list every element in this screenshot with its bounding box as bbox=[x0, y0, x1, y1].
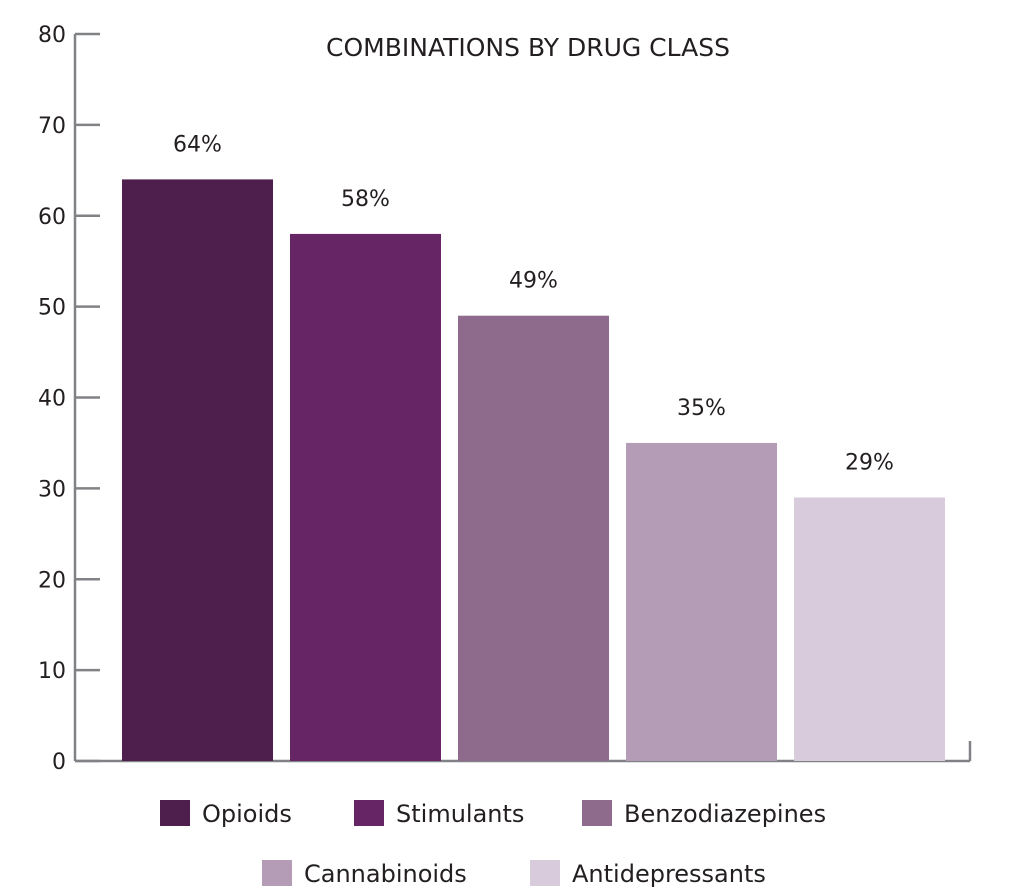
y-tick-label: 40 bbox=[38, 387, 66, 412]
legend-swatch bbox=[160, 800, 190, 826]
y-tick-label: 0 bbox=[52, 750, 66, 775]
data-label: 64% bbox=[173, 132, 222, 157]
bar-opioids bbox=[122, 179, 273, 761]
y-tick-label: 10 bbox=[38, 659, 66, 684]
y-tick-label: 80 bbox=[38, 23, 66, 48]
y-tick-label: 30 bbox=[38, 477, 66, 502]
y-tick-label: 70 bbox=[38, 114, 66, 139]
data-label: 29% bbox=[845, 450, 894, 475]
data-label: 49% bbox=[509, 269, 558, 294]
bar-benzodiazepines bbox=[458, 315, 609, 761]
bar-cannabinoids bbox=[626, 442, 777, 761]
bar-stimulants bbox=[290, 233, 441, 762]
y-tick-label: 60 bbox=[38, 205, 66, 230]
legend-swatch bbox=[582, 800, 612, 826]
legend-swatch bbox=[530, 860, 560, 886]
legend-label: Antidepressants bbox=[572, 860, 766, 888]
legend-swatch bbox=[354, 800, 384, 826]
legend-label: Opioids bbox=[202, 800, 292, 828]
chart-title: COMBINATIONS BY DRUG CLASS bbox=[326, 33, 730, 62]
y-tick-label: 50 bbox=[38, 296, 66, 321]
legend-label: Stimulants bbox=[396, 800, 524, 828]
legend-label: Benzodiazepines bbox=[624, 800, 826, 828]
data-label: 35% bbox=[677, 396, 726, 421]
legend-swatch bbox=[262, 860, 292, 886]
bar-antidepressants bbox=[794, 497, 945, 761]
data-label: 58% bbox=[341, 187, 390, 212]
legend-label: Cannabinoids bbox=[304, 860, 467, 888]
y-tick-label: 20 bbox=[38, 568, 66, 593]
